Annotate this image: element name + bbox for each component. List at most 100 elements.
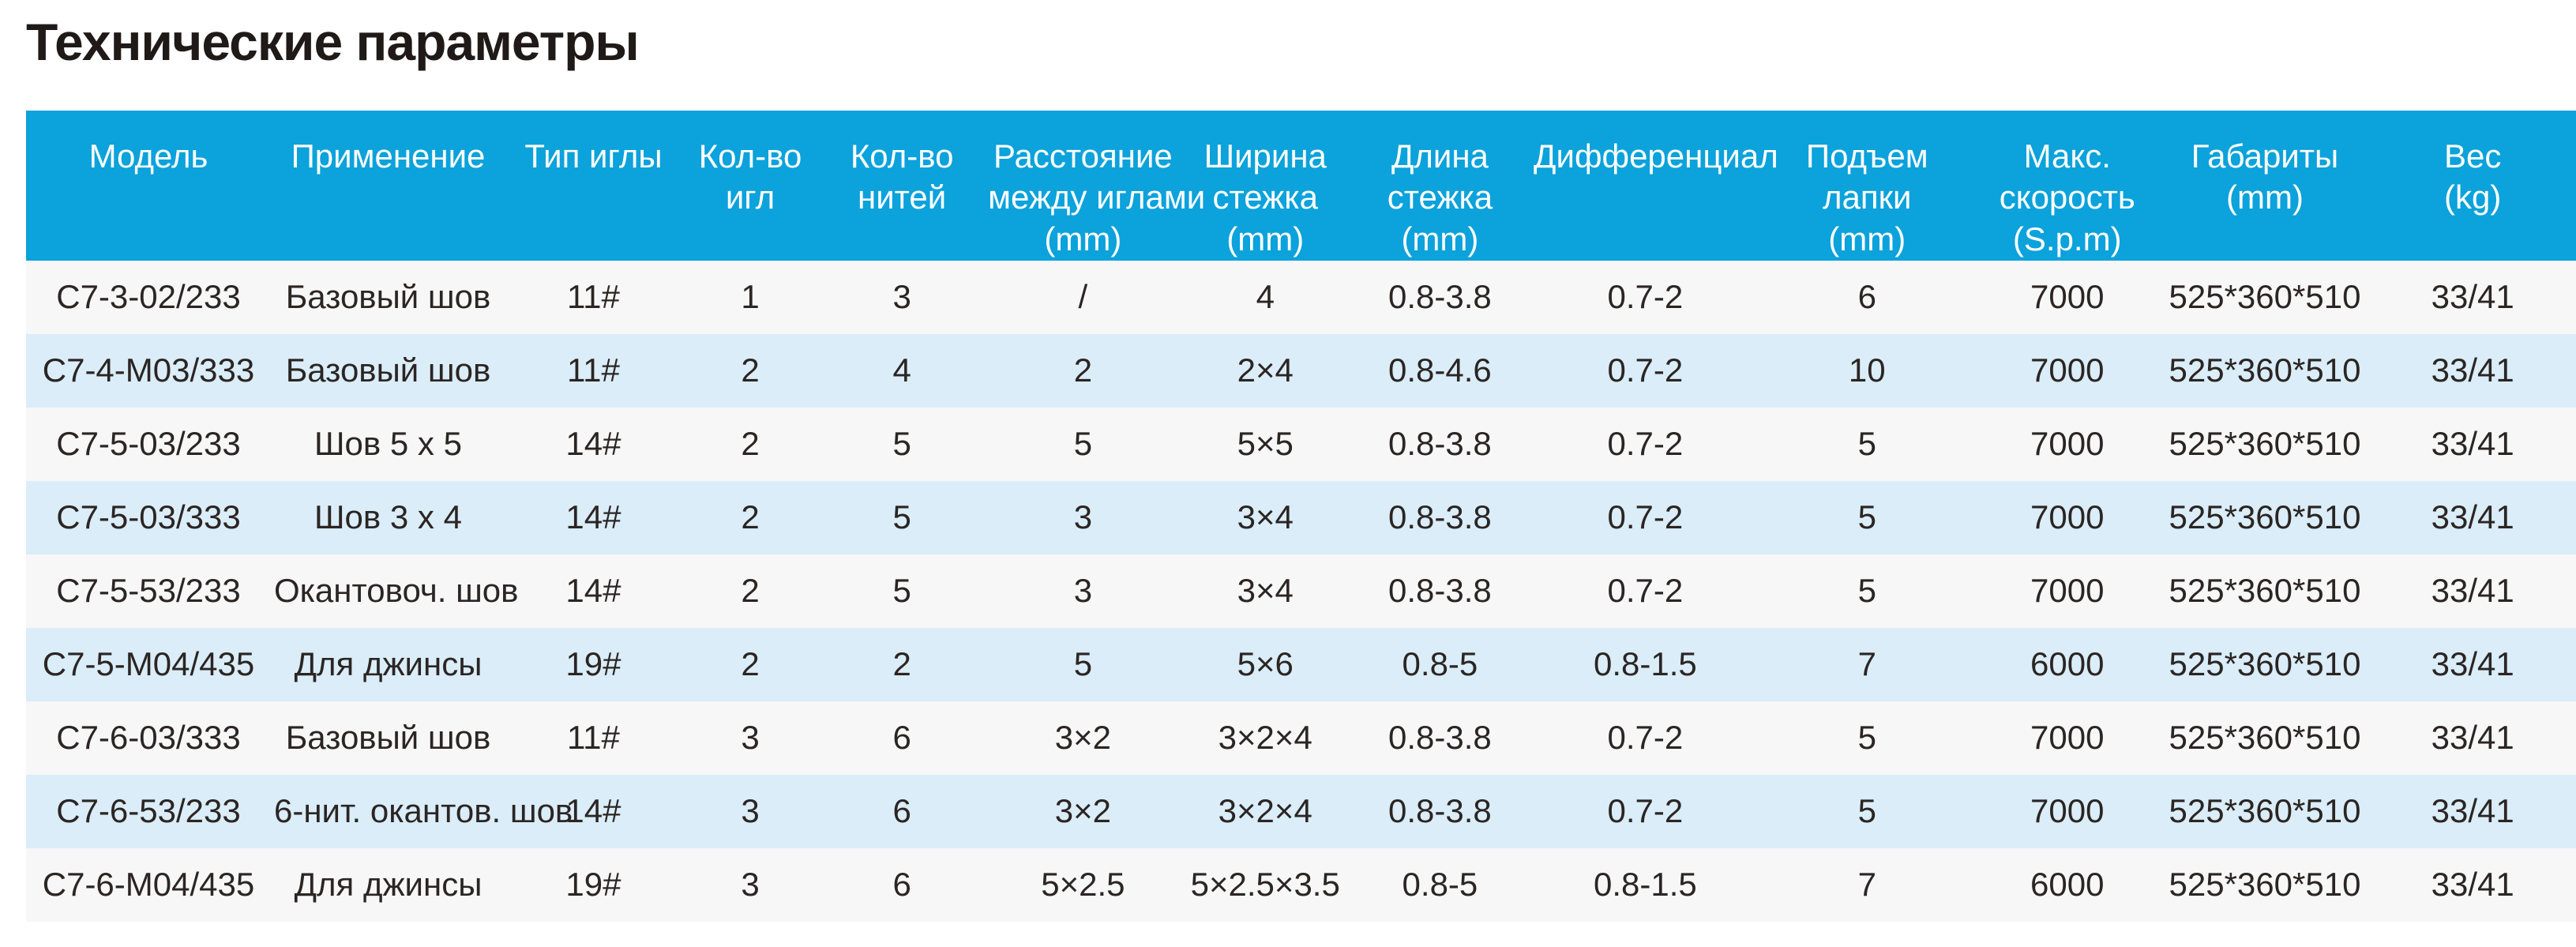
table-row: C7-6-M04/435 Для джинсы 19# 3 6 5×2.5 5×2.5×3.… bbox=[26, 847, 2576, 922]
cell-needles: 2 bbox=[681, 554, 820, 628]
table-header: Модель Применение Тип иглы Кол-во игл Ко… bbox=[26, 110, 2576, 261]
col-header-needle-gauge: Расстояние между иглами (mm) bbox=[985, 110, 1205, 261]
cell-max_speed: 7000 bbox=[1973, 554, 2161, 628]
cell-needle_gauge: 3×2 bbox=[985, 701, 1181, 775]
table-row: C7-3-02/233 Базовый шов 11# 1 3/4 0.8-3.8 0.7-… bbox=[26, 260, 2576, 334]
cell-stitch_length: 0.8-3.8 bbox=[1349, 701, 1531, 775]
cell-dimensions: 525*360*510 bbox=[2160, 627, 2370, 701]
cell-application: Окантовоч. шов bbox=[270, 554, 518, 628]
cell-dimensions: 525*360*510 bbox=[2160, 407, 2370, 481]
header-row: Модель Применение Тип иглы Кол-во игл Ко… bbox=[26, 110, 2576, 261]
cell-needle_type: 14# bbox=[505, 407, 682, 481]
cell-needles: 3 bbox=[681, 847, 820, 922]
cell-stitch_width: 3×4 bbox=[1181, 480, 1350, 554]
cell-threads: 6 bbox=[819, 774, 986, 848]
table-row: C7-5-03/233 Шов 5 x 5 14# 2 5 5 5×5 0.8-3.8 0.7-… bbox=[26, 407, 2576, 481]
cell-model: C7-5-53/233 bbox=[26, 554, 271, 628]
cell-application: Шов 3 x 4 bbox=[270, 480, 506, 554]
cell-stitch_width: 3×4 bbox=[1181, 554, 1350, 628]
cell-stitch_width: 3×2×4 bbox=[1181, 774, 1350, 848]
cell-stitch_length: 0.8-5 bbox=[1349, 847, 1531, 922]
cell-max_speed: 7000 bbox=[1973, 774, 2161, 848]
col-header-stitch-length: Длина стежка (mm) bbox=[1349, 110, 1531, 261]
cell-needle_gauge: 3 bbox=[985, 480, 1181, 554]
cell-foot_lift: 7 bbox=[1759, 847, 1974, 922]
col-header-differential: Дифференциал bbox=[1530, 110, 1778, 261]
cell-foot_lift: 10 bbox=[1759, 333, 1974, 408]
cell-application: Базовый шов bbox=[270, 260, 506, 334]
cell-differential: 0.8-1.5 bbox=[1530, 847, 1760, 922]
cell-model: C7-4-M03/333 bbox=[26, 333, 271, 408]
cell-differential: 0.7-2 bbox=[1530, 407, 1760, 481]
col-header-foot-lift: Подъем лапки (mm) bbox=[1759, 110, 1974, 261]
cell-application: Шов 5 x 5 bbox=[270, 407, 506, 481]
table-row: C7-5-53/233 Окантовоч. шов 14# 2 5 3 3×4 0.8-3.… bbox=[26, 554, 2576, 628]
col-header-application: Применение bbox=[270, 110, 506, 261]
cell-stitch_length: 0.8-3.8 bbox=[1349, 554, 1531, 628]
cell-stitch_width: 5×5 bbox=[1181, 407, 1350, 481]
cell-threads: 6 bbox=[819, 847, 986, 922]
cell-application: Для джинсы bbox=[270, 847, 506, 922]
cell-model: C7-5-03/233 bbox=[26, 407, 271, 481]
cell-differential: 0.8-1.5 bbox=[1530, 627, 1760, 701]
cell-weight: 33/41 bbox=[2369, 701, 2576, 775]
cell-dimensions: 525*360*510 bbox=[2160, 260, 2370, 334]
cell-weight: 33/41 bbox=[2369, 554, 2576, 628]
cell-foot_lift: 6 bbox=[1759, 260, 1974, 334]
cell-model: C7-6-53/233 bbox=[26, 774, 271, 848]
cell-differential: 0.7-2 bbox=[1530, 554, 1760, 628]
cell-stitch_width: 3×2×4 bbox=[1181, 701, 1350, 775]
cell-differential: 0.7-2 bbox=[1530, 260, 1760, 334]
cell-model: C7-5-M04/435 bbox=[26, 627, 271, 701]
col-header-stitch-width: Ширина стежка (mm) bbox=[1181, 110, 1350, 261]
cell-needles: 2 bbox=[681, 627, 820, 701]
cell-model: C7-3-02/233 bbox=[26, 260, 271, 334]
table-row: C7-6-53/233 6-нит. окантов. шов 14# 3 6 3×2 3×… bbox=[26, 774, 2576, 848]
cell-stitch_width: 4 bbox=[1181, 260, 1350, 334]
cell-max_speed: 7000 bbox=[1973, 701, 2161, 775]
cell-max_speed: 7000 bbox=[1973, 480, 2161, 554]
cell-dimensions: 525*360*510 bbox=[2160, 701, 2370, 775]
cell-dimensions: 525*360*510 bbox=[2160, 774, 2370, 848]
cell-weight: 33/41 bbox=[2369, 480, 2576, 554]
table-body: C7-3-02/233 Базовый шов 11# 1 3/4 0.8-3.8 0.7-… bbox=[26, 260, 2576, 922]
cell-stitch_length: 0.8-3.8 bbox=[1349, 774, 1531, 848]
cell-application: Для джинсы bbox=[270, 627, 506, 701]
cell-threads: 4 bbox=[819, 333, 986, 408]
cell-needle_gauge: 5 bbox=[985, 407, 1181, 481]
cell-application: Базовый шов bbox=[270, 701, 506, 775]
cell-foot_lift: 5 bbox=[1759, 554, 1974, 628]
cell-foot_lift: 5 bbox=[1759, 774, 1974, 848]
cell-needles: 2 bbox=[681, 407, 820, 481]
cell-threads: 5 bbox=[819, 407, 986, 481]
cell-stitch_width: 5×2.5×3.5 bbox=[1181, 847, 1350, 922]
cell-weight: 33/41 bbox=[2369, 774, 2576, 848]
cell-model: C7-6-03/333 bbox=[26, 701, 271, 775]
cell-needles: 3 bbox=[681, 774, 820, 848]
cell-weight: 33/41 bbox=[2369, 847, 2576, 922]
cell-differential: 0.7-2 bbox=[1530, 333, 1760, 408]
col-header-model: Модель bbox=[26, 110, 271, 261]
cell-max_speed: 7000 bbox=[1973, 407, 2161, 481]
table-row: C7-4-M03/333 Базовый шов 11# 2 4 2 2×4 0.8-4.6 0… bbox=[26, 333, 2576, 408]
cell-needles: 3 bbox=[681, 701, 820, 775]
cell-application: Базовый шов bbox=[270, 333, 506, 408]
table-row: C7-5-03/333 Шов 3 x 4 14# 2 5 3 3×4 0.8-3.8 0.7-… bbox=[26, 480, 2576, 554]
table-row: C7-5-M04/435 Для джинсы 19# 2 2 5 5×6 0.8-5 0.8-… bbox=[26, 627, 2576, 701]
cell-max_speed: 6000 bbox=[1973, 847, 2161, 922]
cell-differential: 0.7-2 bbox=[1530, 774, 1760, 848]
cell-foot_lift: 5 bbox=[1759, 701, 1974, 775]
cell-needle_type: 11# bbox=[505, 701, 682, 775]
technical-parameters-table: Модель Применение Тип иглы Кол-во игл Ко… bbox=[26, 110, 2576, 922]
cell-needle_type: 14# bbox=[505, 774, 682, 848]
cell-stitch_length: 0.8-3.8 bbox=[1349, 260, 1531, 334]
cell-dimensions: 525*360*510 bbox=[2160, 480, 2370, 554]
cell-threads: 3 bbox=[819, 260, 986, 334]
cell-stitch_width: 5×6 bbox=[1181, 627, 1350, 701]
cell-dimensions: 525*360*510 bbox=[2160, 333, 2370, 408]
cell-needles: 1 bbox=[681, 260, 820, 334]
col-header-needle-type: Тип иглы bbox=[505, 110, 682, 261]
col-header-dimensions: Габариты (mm) bbox=[2160, 110, 2370, 261]
cell-threads: 2 bbox=[819, 627, 986, 701]
